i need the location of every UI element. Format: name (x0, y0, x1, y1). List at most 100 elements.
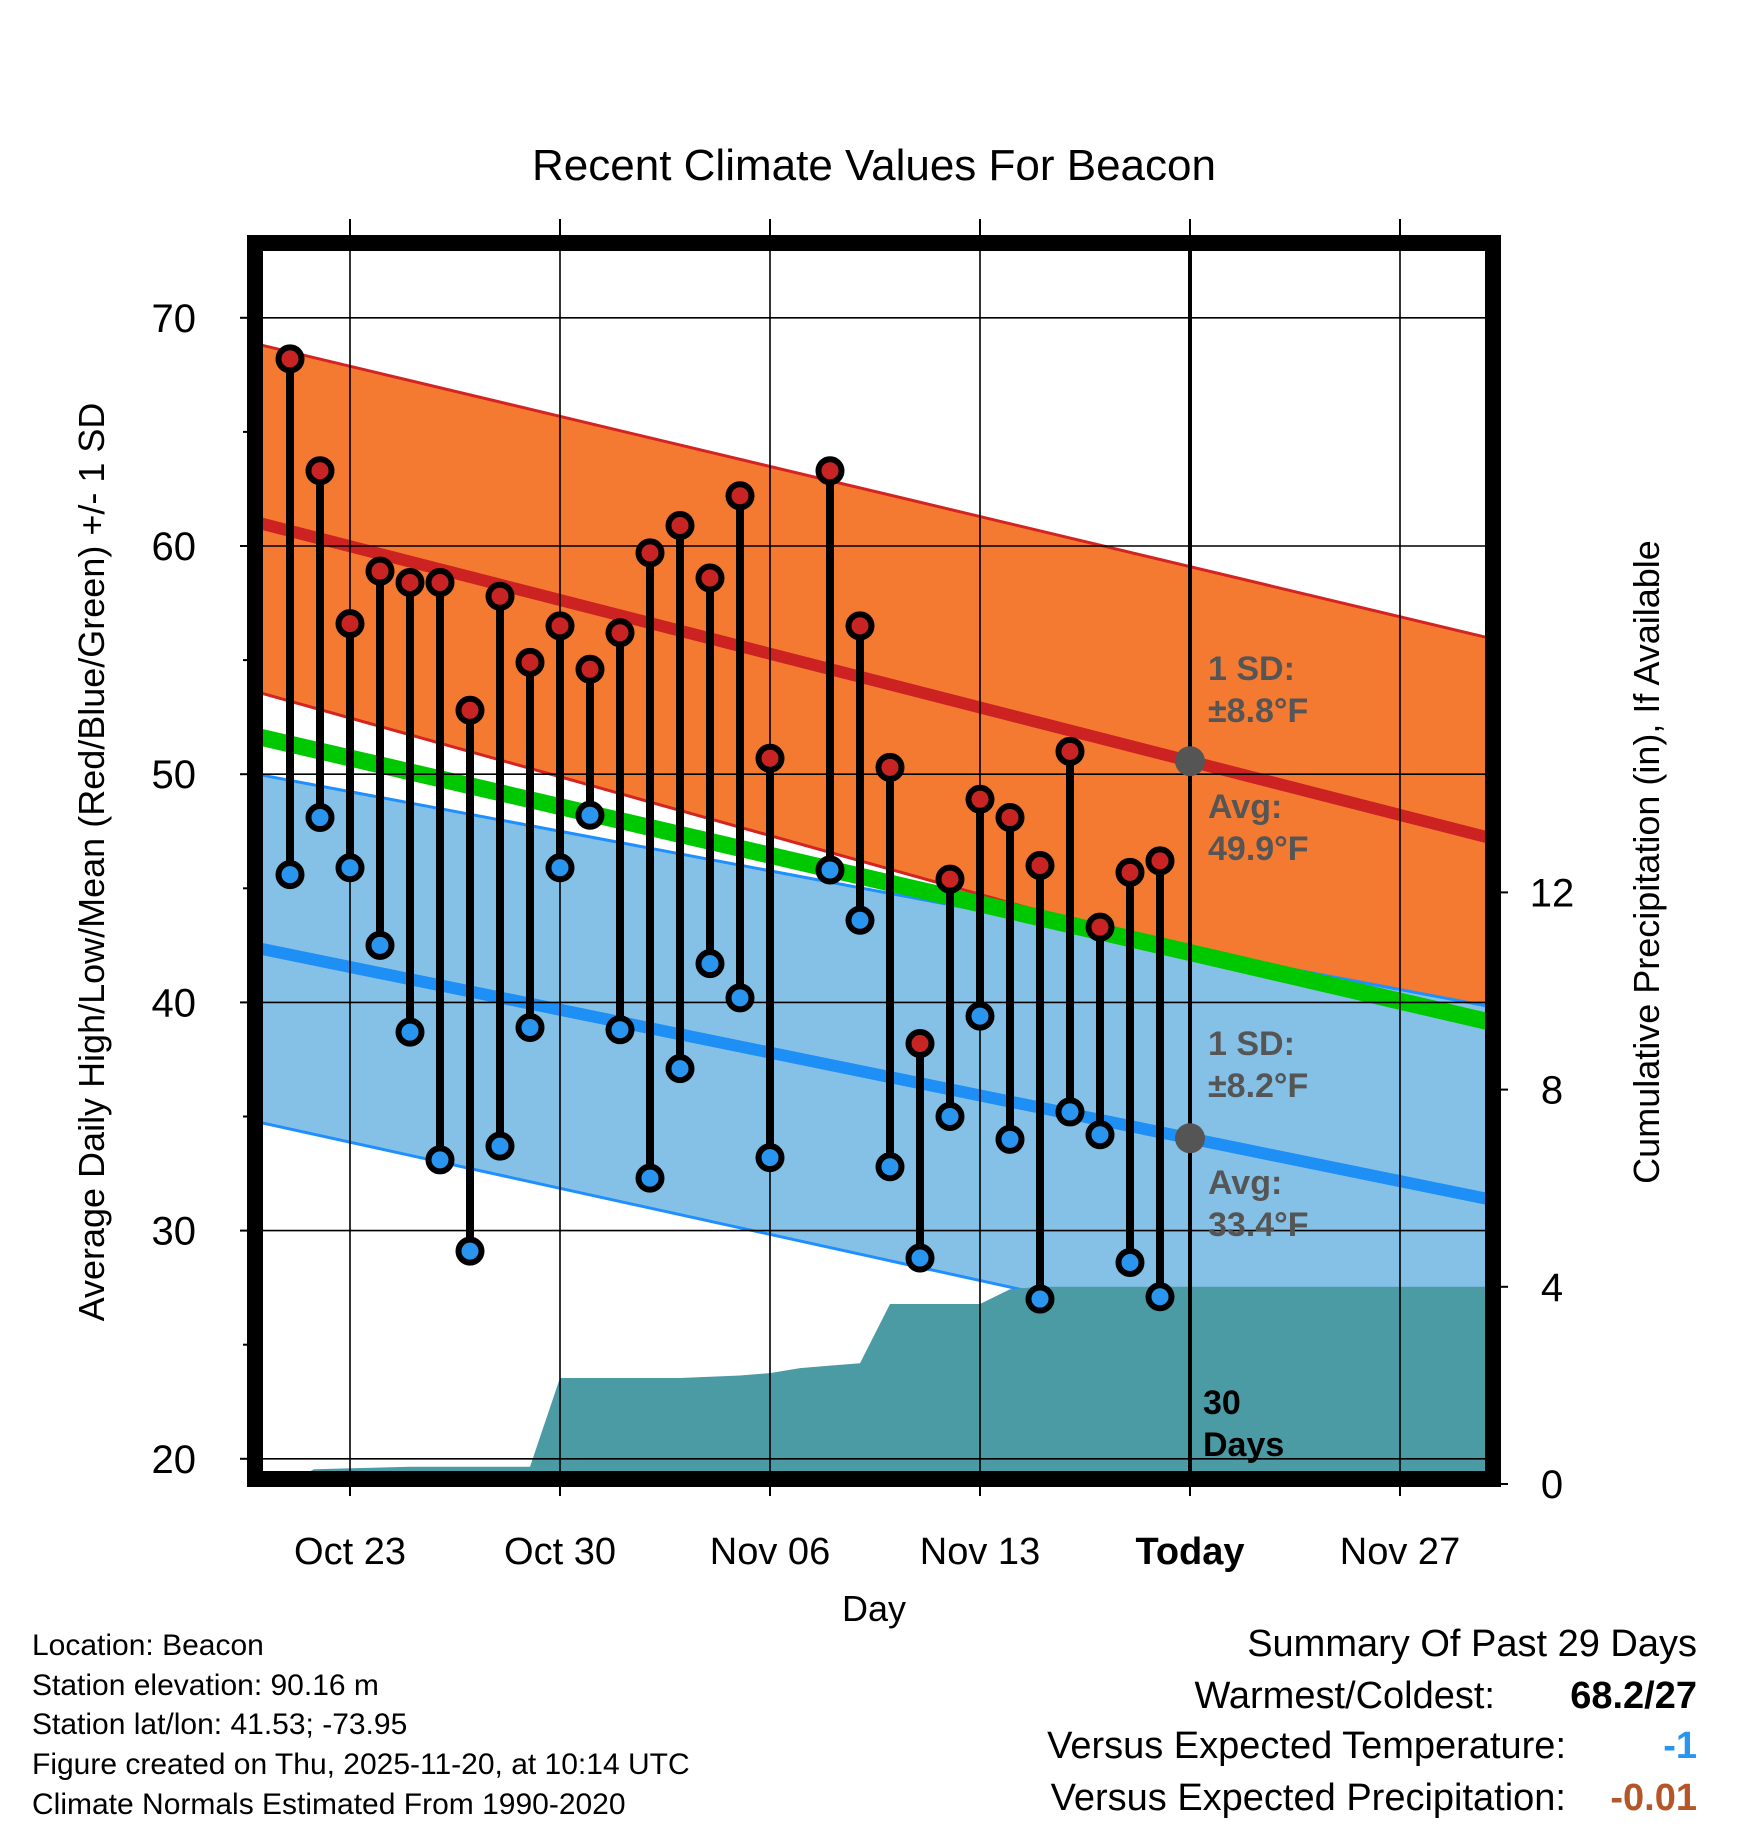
low-temp-marker (365, 930, 395, 960)
summary-panel: Summary Of Past 29 Days Warmest/Coldest:… (1047, 1623, 1697, 1819)
latlon-text: Station lat/lon: 41.53; -73.95 (32, 1708, 407, 1741)
low-temp-marker (725, 983, 755, 1013)
high-temp-marker (935, 864, 965, 894)
low-temp-marker (305, 803, 335, 833)
low-temp-marker (1145, 1282, 1175, 1312)
precip-label: Versus Expected Precipitation: (1051, 1777, 1566, 1819)
x-axis-label: Day (842, 1588, 906, 1629)
low-avg-label: Avg: (1208, 1164, 1282, 1202)
elevation-text: Station elevation: 90.16 m (32, 1669, 379, 1702)
high-temp-marker (965, 784, 995, 814)
high-temp-marker (305, 456, 335, 486)
low-temp-marker (425, 1145, 455, 1175)
y2-tick-label-0: 0 (1541, 1463, 1563, 1507)
chart-title: Recent Climate Values For Beacon (532, 141, 1216, 190)
x-tick-label: Today (1135, 1531, 1244, 1573)
normals-text: Climate Normals Estimated From 1990-2020 (32, 1788, 626, 1821)
high-temp-marker (635, 538, 665, 568)
low-temp-marker (755, 1143, 785, 1173)
low-sd-band (262, 775, 1486, 1392)
created-text: Figure created on Thu, 2025-11-20, at 10… (32, 1748, 690, 1781)
low-temp-marker (515, 1013, 545, 1043)
high-temp-marker (1145, 846, 1175, 876)
low-avg-value: 33.4°F (1208, 1206, 1309, 1244)
y-tick-label-50: 50 (152, 753, 197, 797)
high-temp-marker (395, 568, 425, 598)
y-tick-label-30: 30 (152, 1210, 197, 1254)
high-temp-marker (1025, 850, 1055, 880)
high-temp-marker (695, 563, 725, 593)
low-temp-marker (1085, 1120, 1115, 1150)
high-temp-marker (1055, 736, 1085, 766)
x-axis-ticks: Oct 23 Oct 30 Nov 06 Nov 13 Today Nov 27 (294, 219, 1460, 1573)
x-tick-label: Nov 13 (920, 1531, 1040, 1573)
low-temp-marker (395, 1017, 425, 1047)
x-tick-label: Nov 06 (710, 1531, 830, 1573)
low-temp-marker (1055, 1097, 1085, 1127)
y-tick-label-20: 20 (152, 1438, 197, 1482)
low-temp-marker (1025, 1284, 1055, 1314)
temp-label: Versus Expected Temperature: (1047, 1725, 1566, 1767)
y2-tick-label-8: 8 (1541, 1069, 1563, 1113)
high-avg-value: 49.9°F (1208, 830, 1309, 868)
high-temp-marker (1085, 912, 1115, 942)
high-temp-marker (755, 743, 785, 773)
precip-value: -0.01 (1610, 1777, 1697, 1819)
high-temp-marker (275, 344, 305, 374)
temp-value: -1 (1663, 1725, 1697, 1767)
y-tick-label-40: 40 (152, 981, 197, 1025)
high-temp-marker (725, 481, 755, 511)
high-upper-edge (262, 343, 1486, 639)
annotations: 1 SD: ±8.8°F Avg: 49.9°F 1 SD: ±8.2°F Av… (1203, 650, 1309, 1464)
low-temp-marker (575, 800, 605, 830)
high-temp-marker (995, 803, 1025, 833)
location-text: Location: Beacon (32, 1629, 264, 1662)
y-tick-label-70: 70 (152, 297, 197, 341)
station-info: Location: Beacon Station elevation: 90.1… (32, 1629, 690, 1821)
high-temp-marker (875, 752, 905, 782)
high-sd-band (262, 345, 1486, 1037)
right-axis-ticks: 0 4 8 12 (1493, 871, 1574, 1507)
today-low-average-marker (1175, 1123, 1205, 1154)
y-axis-label: Average Daily High/Low/Mean (Red/Blue/Gr… (71, 403, 112, 1322)
low-temp-marker (635, 1163, 665, 1193)
high-temp-marker (905, 1028, 935, 1058)
low-temp-marker (485, 1131, 515, 1161)
days-number: 30 (1203, 1384, 1241, 1422)
y-tick-label-60: 60 (152, 525, 197, 569)
summary-title: Summary Of Past 29 Days (1247, 1623, 1697, 1665)
low-temp-marker (905, 1243, 935, 1273)
low-temp-marker (935, 1102, 965, 1131)
high-temp-marker (365, 556, 395, 586)
low-temp-marker (845, 905, 875, 935)
low-temp-marker (605, 1015, 635, 1045)
low-temp-marker (275, 860, 305, 890)
today-high-average-marker (1175, 746, 1205, 777)
low-temp-marker (815, 855, 845, 885)
cumulative-precipitation-area (308, 1286, 1486, 1472)
plot-area (262, 250, 1486, 1472)
high-temp-marker (605, 618, 635, 648)
warmest-value: 68.2/27 (1570, 1675, 1697, 1717)
days-label: Days (1203, 1426, 1284, 1464)
high-temp-marker (815, 456, 845, 486)
low-temp-marker (1115, 1248, 1145, 1278)
high-temp-marker (1115, 857, 1145, 887)
high-temp-marker (545, 611, 575, 641)
y2-axis-label: Cumulative Precipitation (in), If Availa… (1626, 540, 1667, 1184)
low-sd-label: 1 SD: (1208, 1025, 1295, 1063)
high-temp-marker (845, 611, 875, 641)
high-temp-marker (335, 609, 365, 639)
low-temp-marker (455, 1236, 485, 1266)
y2-tick-label-4: 4 (1541, 1266, 1563, 1310)
low-temp-marker (335, 853, 365, 883)
high-sd-value: ±8.8°F (1208, 692, 1308, 730)
high-temp-marker (515, 647, 545, 677)
low-temp-marker (995, 1124, 1025, 1154)
daily-range-bars (275, 344, 1175, 1314)
high-temp-marker (425, 568, 455, 598)
warmest-label: Warmest/Coldest: (1194, 1675, 1495, 1717)
low-sd-value: ±8.2°F (1208, 1067, 1308, 1105)
low-temp-marker (665, 1054, 695, 1084)
